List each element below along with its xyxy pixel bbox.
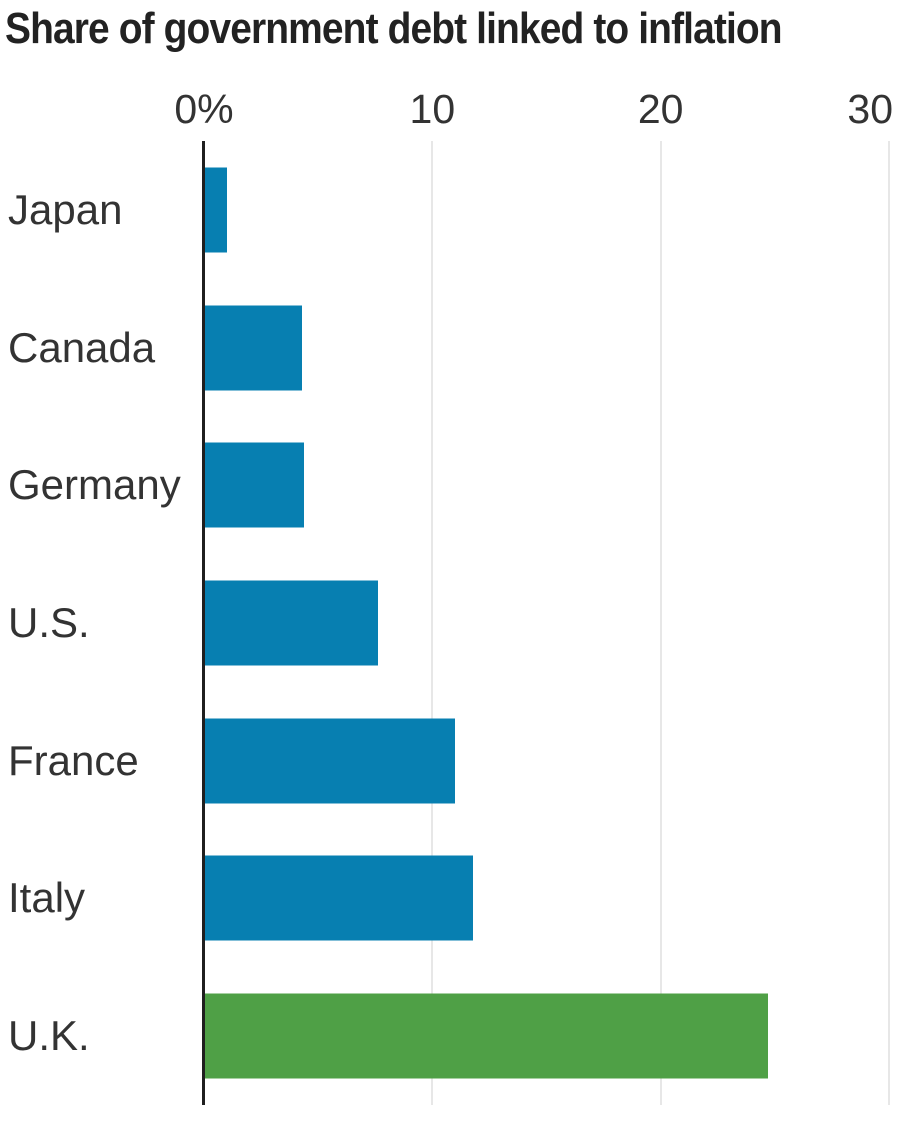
bar: [204, 580, 378, 666]
category-label: Italy: [8, 874, 86, 922]
bar-row: France: [0, 692, 898, 830]
bar-row: U.S.: [0, 554, 898, 692]
bar: [204, 718, 456, 804]
bar-row: U.K.: [0, 967, 898, 1105]
x-axis: 0% 10 20 30: [0, 89, 898, 133]
x-axis-tick-label: 30: [847, 86, 893, 132]
bar: [204, 167, 227, 253]
category-label: Germany: [8, 461, 181, 509]
chart-title: Share of government debt linked to infla…: [5, 4, 783, 53]
bar: [204, 855, 474, 941]
gridline: [431, 141, 434, 1105]
bar-row: Germany: [0, 416, 898, 554]
gridline: [659, 141, 662, 1105]
x-axis-tick-label: 0%: [174, 86, 234, 132]
bar: [204, 305, 303, 391]
category-label: Japan: [8, 185, 123, 233]
bar: [204, 442, 305, 528]
plot-area: Japan Canada Germany U.S. France Italy U.K.: [0, 141, 898, 1105]
category-label: France: [8, 736, 139, 784]
bar-row: Canada: [0, 279, 898, 417]
y-axis-line: [202, 141, 205, 1105]
category-label: U.K.: [8, 1012, 90, 1060]
x-axis-tick-label: 10: [409, 86, 456, 132]
category-label: Canada: [8, 323, 156, 371]
bar-row: Italy: [0, 830, 898, 968]
bar-row: Japan: [0, 141, 898, 279]
category-label: U.S.: [8, 598, 90, 646]
bar: [204, 993, 768, 1079]
gridline: [888, 141, 890, 1105]
x-axis-tick-label: 20: [637, 86, 684, 132]
